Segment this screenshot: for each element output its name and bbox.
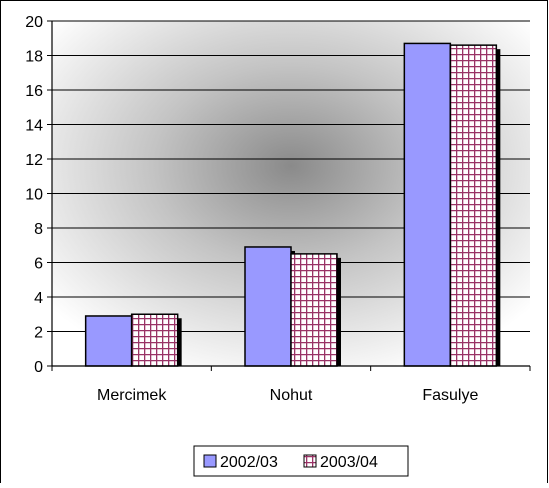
legend-label: 2003/04 [320,454,378,471]
legend-label: 2002/03 [220,454,278,471]
bar-2003-04-nohut [290,253,338,367]
y-tick-label: 2 [34,325,43,342]
y-tick-label: 20 [25,14,43,31]
y-tick-label: 14 [25,118,43,135]
bar-2002-03-nohut [244,246,292,367]
y-tick-label: 12 [25,152,43,169]
y-tick-label: 0 [34,359,43,376]
bar-2003-04-mercimek [130,313,179,367]
bar-2002-03-fasulye [403,42,452,367]
x-tick-label: Fasulye [422,387,478,404]
x-tick-label: Nohut [270,387,313,404]
y-tick-label: 6 [34,256,43,273]
legend-box [193,445,409,477]
legend-swatch [203,454,217,468]
y-tick-label: 18 [25,49,43,66]
y-tick-label: 16 [25,83,43,100]
legend-swatch [303,454,317,468]
bar-2002-03-mercimek [84,315,133,367]
y-tick-label: 10 [25,187,43,204]
y-tick-label: 8 [34,221,43,238]
x-tick-label: Mercimek [97,387,167,404]
y-tick-label: 4 [34,290,43,307]
bar-2003-04-fasulye [449,44,498,367]
